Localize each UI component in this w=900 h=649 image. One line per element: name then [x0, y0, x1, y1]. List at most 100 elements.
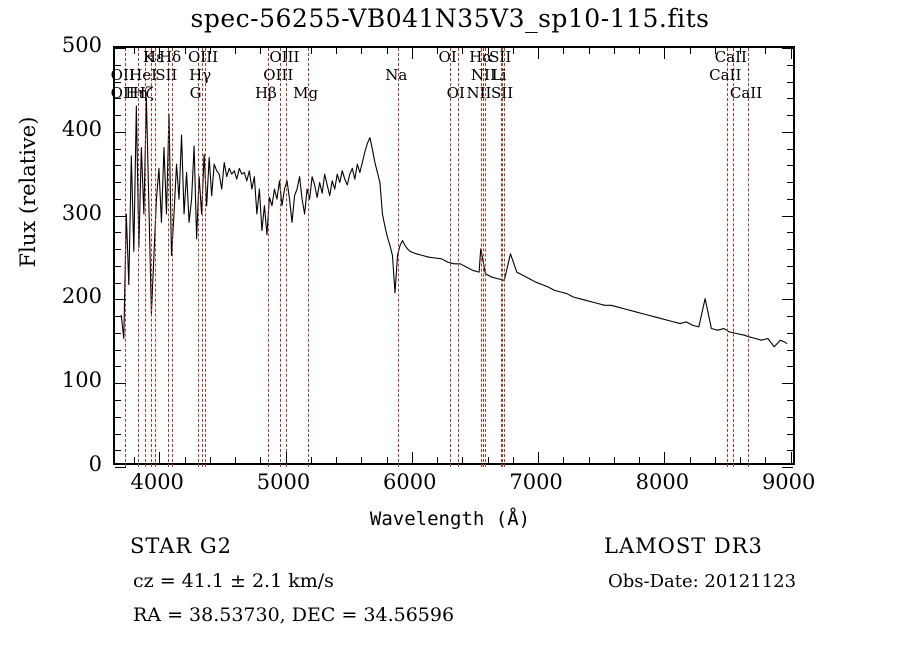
spectral-line-label: Na: [385, 66, 408, 84]
axis-tick: [787, 249, 793, 251]
axis-tick: [787, 416, 793, 418]
axis-tick: [115, 349, 121, 351]
axis-tick: [787, 332, 793, 334]
axis-tick: [361, 457, 363, 463]
spectral-line-label: Hδ: [159, 48, 182, 66]
spectral-line-marker: [482, 48, 485, 467]
axis-tick: [115, 81, 121, 83]
spectral-line-label: OIII: [188, 48, 219, 66]
axis-tick: [115, 433, 121, 435]
axis-tick: [386, 457, 388, 463]
spectral-line-label: OIII: [269, 48, 300, 66]
spectral-line-label: Hα: [469, 48, 493, 66]
obs-date-label: Obs-Date: 20121123: [608, 571, 797, 592]
axis-tick: [235, 48, 236, 54]
x-tick-label: 7000: [509, 470, 563, 494]
axis-tick: [115, 148, 121, 150]
spectral-line-label: Hγ: [189, 66, 212, 84]
spectral-line-marker: [307, 48, 310, 467]
axis-tick: [115, 198, 121, 200]
axis-tick: [787, 232, 793, 234]
axis-tick: [588, 457, 590, 463]
axis-tick: [787, 182, 793, 184]
axis-tick: [714, 457, 716, 463]
spectral-line-label: K: [143, 48, 155, 66]
spectral-line-label: Mg: [293, 84, 319, 102]
axis-tick: [787, 81, 793, 83]
spectral-line-label: Hζ: [132, 84, 154, 102]
spectral-line-label: Hη: [125, 84, 148, 102]
axis-tick: [787, 400, 793, 401]
spectral-line-marker: [267, 48, 270, 467]
spectral-line-marker: [485, 48, 487, 467]
spectral-line-label: OI: [438, 48, 457, 66]
axis-tick: [184, 48, 186, 54]
axis-tick: [782, 299, 793, 301]
axis-tick: [115, 215, 126, 217]
axis-tick: [787, 265, 793, 267]
spectral-line-label: NII: [470, 66, 496, 84]
spectral-line-label: CaII: [729, 84, 763, 102]
spectral-line-label: OIII: [263, 66, 294, 84]
axis-tick: [740, 457, 742, 463]
axis-tick: [782, 215, 793, 217]
y-tick-label: 500: [61, 33, 102, 57]
spectral-line-label: OII: [110, 66, 135, 84]
axis-tick: [115, 265, 121, 267]
axis-tick: [782, 383, 793, 385]
axis-tick: [787, 98, 793, 100]
spectral-line-label: CaII: [709, 66, 742, 84]
axis-tick: [115, 383, 126, 385]
axis-tick: [437, 457, 439, 463]
axis-tick: [462, 457, 464, 463]
axis-tick: [563, 48, 565, 54]
axis-tick: [133, 48, 135, 54]
x-tick-label: 9000: [761, 470, 816, 494]
y-tick-label: 400: [61, 116, 102, 141]
redshift-velocity-label: cz = 41.1 ± 2.1 km/s: [133, 570, 334, 592]
spectral-line-marker: [457, 48, 460, 467]
axis-tick: [361, 48, 363, 54]
spectral-line-label: SII: [489, 48, 512, 66]
axis-tick: [787, 282, 793, 284]
axis-tick: [782, 467, 793, 468]
axis-tick: [115, 165, 121, 167]
spectral-line-label: OII: [110, 84, 135, 102]
page-title: spec-56255-VB041N35V3_sp10-115.fits: [190, 4, 710, 33]
axis-tick: [714, 48, 716, 54]
spectral-line-marker: [748, 48, 750, 467]
spectral-line-marker: [145, 48, 147, 467]
axis-tick: [787, 366, 793, 368]
axis-tick: [260, 457, 262, 463]
spectral-line-label: CaII: [714, 48, 747, 66]
axis-tick: [115, 332, 121, 334]
spectral-line-label: G: [189, 84, 202, 102]
spectral-line-marker: [124, 48, 127, 467]
spectral-line-label: OI: [446, 84, 465, 102]
axis-tick: [411, 48, 413, 59]
axis-tick: [115, 249, 121, 251]
axis-tick: [664, 48, 666, 59]
spectrum-curve: [120, 97, 788, 348]
axis-tick: [487, 457, 489, 463]
spectral-line-marker: [168, 48, 170, 467]
axis-tick: [115, 400, 121, 401]
axis-tick: [411, 452, 413, 463]
axis-tick: [538, 452, 540, 463]
spectral-line-marker: [150, 48, 153, 467]
axis-tick: [790, 48, 792, 59]
axis-tick: [790, 452, 792, 463]
axis-tick: [787, 316, 793, 318]
axis-tick: [209, 48, 211, 54]
axis-tick: [613, 457, 615, 463]
axis-tick: [159, 452, 161, 463]
axis-tick: [115, 48, 126, 49]
spectral-line-marker: [732, 48, 735, 467]
axis-tick: [787, 165, 793, 167]
x-tick-label: 5000: [256, 470, 311, 494]
axis-tick: [133, 457, 135, 463]
axis-tick: [512, 48, 514, 54]
axis-tick: [209, 457, 211, 463]
spectral-line-marker: [481, 48, 483, 467]
